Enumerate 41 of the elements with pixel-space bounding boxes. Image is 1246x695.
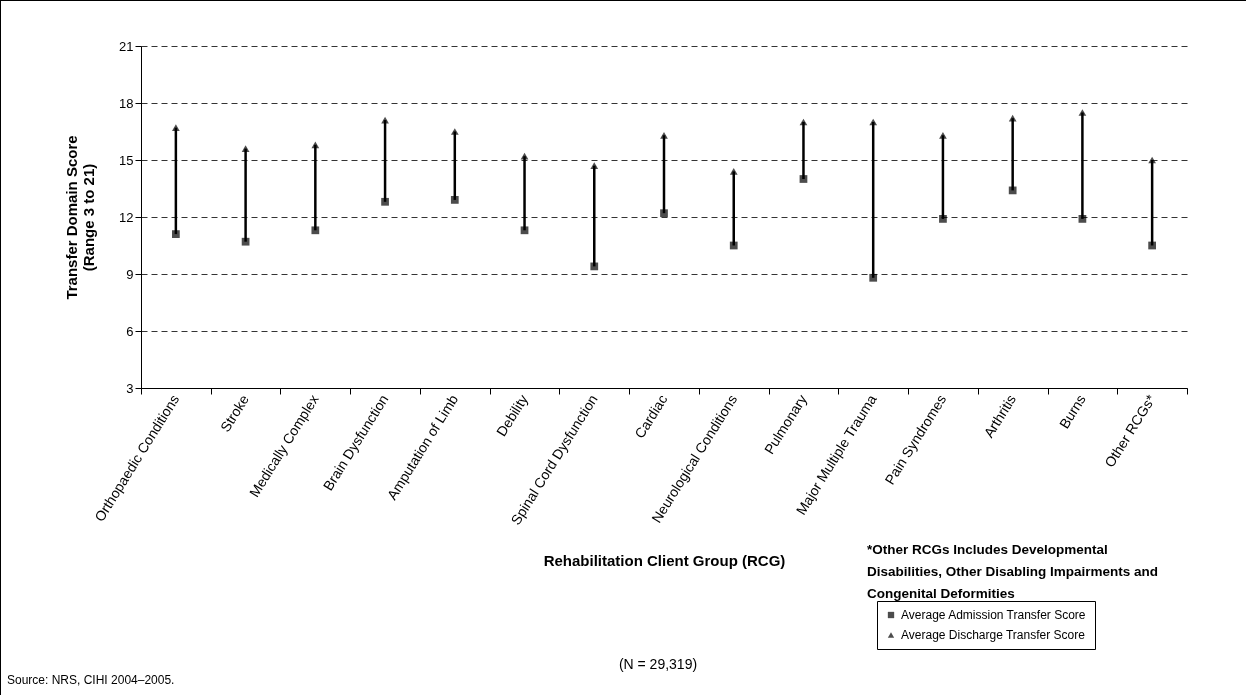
text: *Other RCGs Includes Developmental Disabilities, Other Disabling Impairments and Congenital Deformities — [867, 541, 1160, 603]
point — [1008, 114, 1017, 122]
point — [660, 131, 668, 139]
point — [450, 196, 459, 204]
point — [520, 226, 529, 235]
point — [590, 262, 599, 271]
x-axis-title: Rehabilitation Client Group (RCG) — [543, 551, 786, 569]
legend-label: Average Admission Transfer Score — [901, 608, 1086, 622]
y-tick-label: 6 — [126, 323, 134, 339]
source-note: Source: NRS, CIHI 2004–2005. — [7, 673, 175, 687]
text: (N = 29,319) — [617, 656, 699, 672]
point — [1148, 241, 1157, 250]
point — [520, 152, 529, 160]
point — [171, 124, 180, 132]
y-tick-label: 18 — [119, 95, 134, 111]
y-tick-label: 21 — [119, 38, 134, 54]
point — [590, 162, 599, 170]
legend-label: Average Discharge Transfer Score — [901, 628, 1086, 642]
point — [869, 273, 878, 282]
point — [241, 145, 250, 152]
point — [311, 226, 320, 235]
y-tick-label: 9 — [126, 266, 134, 282]
point — [660, 209, 668, 218]
point — [799, 118, 808, 126]
point — [450, 128, 459, 135]
point — [381, 197, 389, 206]
point — [171, 230, 180, 238]
point — [799, 175, 808, 183]
y-tick-label: 15 — [119, 152, 134, 168]
point — [1008, 186, 1017, 195]
point — [1078, 215, 1087, 223]
point — [939, 131, 947, 139]
point — [1078, 109, 1087, 116]
point — [939, 215, 947, 223]
point — [729, 241, 738, 250]
point — [311, 141, 320, 149]
y-tick-label: 3 — [126, 380, 134, 396]
point — [241, 237, 250, 246]
y-axis-title: Transfer Domain Score (Range 3 to 21) — [63, 135, 98, 300]
point — [729, 168, 738, 175]
y-tick-label: 12 — [119, 209, 134, 225]
